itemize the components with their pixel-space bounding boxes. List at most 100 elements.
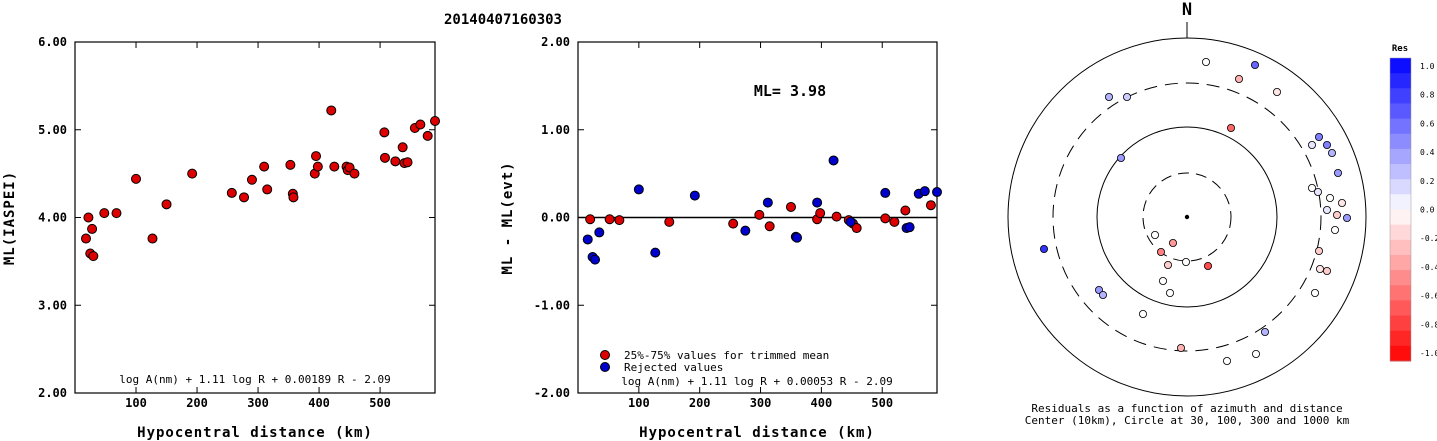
station-residual-point [1177, 343, 1186, 352]
x-tick-label: 500 [871, 396, 893, 410]
station-residual-point [1343, 213, 1352, 222]
station-residual-point [1315, 246, 1324, 255]
station-residual-point [1139, 309, 1148, 318]
colorbar-swatch [1390, 300, 1411, 317]
y-tick-label: 5.00 [38, 123, 67, 137]
colorbar-swatch [1390, 103, 1411, 120]
data-point [187, 168, 198, 179]
station-residual-point [1227, 124, 1236, 133]
data-point [889, 216, 900, 227]
data-point [161, 199, 172, 210]
colorbar-tick-label: 0.2 [1420, 177, 1435, 186]
caption-line-2: Center (10km), Circle at 30, 100, 300 an… [1025, 414, 1350, 427]
station-residual-point [1308, 140, 1317, 149]
data-point [397, 142, 408, 153]
data-point [111, 208, 122, 219]
data-point [900, 205, 911, 216]
colorbar-swatch [1390, 164, 1411, 180]
epicenter-marker [1184, 214, 1190, 220]
station-residual-point [1326, 193, 1335, 202]
data-point [147, 233, 158, 244]
residual-vs-distance-chart: 100 200 300 400 500 -2.00 -1.00 0.00 1.00 2.00 ML… [500, 35, 942, 441]
data-point [664, 216, 675, 227]
colorbar-tick-label: 1.0 [1420, 62, 1435, 71]
colorbar-swatch [1390, 73, 1411, 89]
magnitude-vs-distance-chart: 100 200 300 400 500 2.00 3.00 4.00 5.00 6.00 log … [2, 35, 440, 441]
azimuth-residual-plot: N Residuals as a function of azimuth and… [1007, 0, 1367, 427]
north-label: N [1182, 0, 1192, 20]
y-tick-label: 0.00 [541, 211, 570, 225]
formula-label: log A(nm) + 1.11 log R + 0.00053 R - 2.0… [621, 375, 893, 388]
data-point [919, 186, 930, 197]
colorbar-tick-label: 0.6 [1420, 119, 1435, 128]
x-tick-label: 100 [125, 396, 147, 410]
data-point [430, 115, 440, 126]
colorbar-swatch [1390, 148, 1411, 165]
station-residual-point [1252, 349, 1261, 358]
station-residual-point [1333, 210, 1342, 219]
data-point [604, 214, 615, 225]
data-point [614, 215, 625, 226]
colorbar-swatch [1390, 224, 1411, 241]
y-tick-label: 2.00 [38, 386, 67, 400]
x-axis-title: Hypocentral distance (km) [137, 425, 373, 441]
data-point [785, 201, 796, 212]
data-point [88, 251, 99, 262]
x-tick-label: 300 [750, 396, 772, 410]
y-tick-label: 1.00 [541, 123, 570, 137]
station-residual-point [1323, 205, 1332, 214]
y-axis-title: ML - ML(evt) [500, 161, 516, 274]
station-residual-point [1328, 148, 1337, 157]
data-point [246, 174, 257, 185]
data-point [99, 208, 110, 219]
legend-label-rejected: Rejected values [624, 361, 723, 374]
x-tick-label: 200 [186, 396, 208, 410]
station-residual-point [1169, 238, 1178, 247]
station-residual-point [1315, 132, 1324, 141]
colorbar-tick-label: -0.4 [1420, 263, 1437, 272]
colorbar-swatch [1390, 330, 1411, 347]
x-tick-label: 200 [689, 396, 711, 410]
station-residual-point [1166, 288, 1175, 297]
data-point [925, 200, 936, 211]
data-point [288, 192, 299, 203]
data-point [582, 234, 593, 245]
data-point [131, 173, 142, 184]
data-point [594, 227, 605, 238]
data-point [831, 211, 842, 222]
colorbar-tick-label: -0.6 [1420, 292, 1437, 301]
station-residual-point [1338, 198, 1347, 207]
legend-label-accepted: 25%-75% values for trimmed mean [624, 349, 829, 362]
station-residual-point [1323, 266, 1332, 275]
colorbar-swatch [1390, 285, 1411, 301]
x-tick-label: 100 [628, 396, 650, 410]
data-point [262, 184, 273, 195]
x-tick-label: 400 [811, 396, 833, 410]
y-tick-label: -2.00 [534, 386, 570, 400]
station-residual-point [1182, 257, 1191, 266]
data-point [329, 161, 340, 172]
data-point [379, 152, 390, 163]
data-point [689, 190, 700, 201]
distance-ring-300km [1052, 82, 1322, 352]
colorbar-swatch [1390, 133, 1411, 150]
data-point [728, 218, 739, 229]
station-residual-point [1040, 244, 1049, 253]
station-residual-point [1323, 140, 1332, 149]
data-point [845, 216, 856, 227]
colorbar-swatch [1390, 270, 1411, 286]
data-point [754, 209, 765, 220]
data-point [815, 208, 826, 219]
station-residual-point [1235, 75, 1244, 84]
station-residual-point [1261, 327, 1270, 336]
y-axis-title: ML(IASPEI) [2, 171, 18, 265]
station-residual-point [1117, 153, 1126, 162]
data-point [312, 161, 323, 172]
station-residual-point [1316, 264, 1325, 273]
station-residual-point [1157, 247, 1166, 256]
station-residual-point [1164, 260, 1173, 269]
station-residual-point [1151, 230, 1160, 239]
caption-line-1: Residuals as a function of azimuth and d… [1031, 402, 1342, 415]
data-point [740, 225, 751, 236]
